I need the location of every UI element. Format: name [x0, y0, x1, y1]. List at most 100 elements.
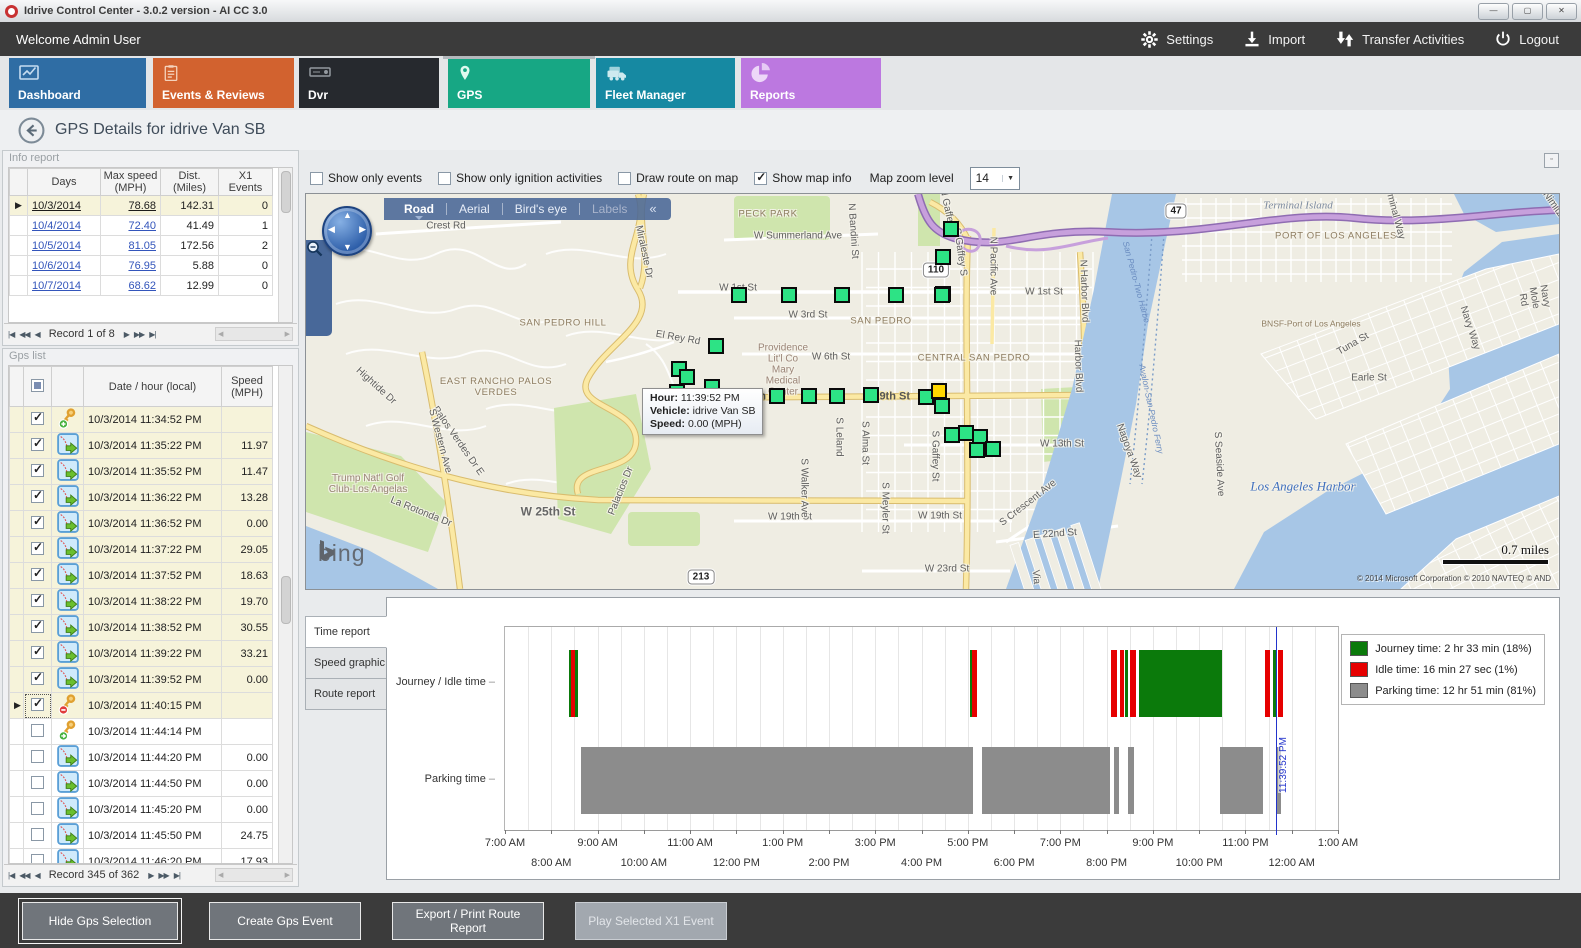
map-compass[interactable]: ▲ ▼ ◀ ▶ [322, 206, 372, 256]
chart-tab-time-report[interactable]: Time report [305, 616, 387, 648]
map-option-1[interactable]: Show only ignition activities [438, 171, 602, 185]
pan-right-icon[interactable]: ▶ [359, 224, 366, 234]
option-checkbox[interactable] [618, 171, 632, 185]
row-checkbox[interactable] [31, 749, 44, 763]
hide-gps-selection-button[interactable]: Hide Gps Selection [22, 901, 178, 940]
row-checkbox[interactable] [31, 696, 44, 711]
checkbox-cell[interactable] [23, 510, 52, 537]
list-item[interactable]: 10/3/2014 11:44:20 PM 0.00 [9, 744, 273, 771]
vehicle-marker[interactable] [888, 287, 904, 303]
checkbox-cell[interactable] [23, 796, 52, 823]
column-header[interactable]: Date / hour (local) [83, 366, 222, 407]
gps-pager-nav-button[interactable]: ◀ [34, 870, 41, 880]
checkbox-cell[interactable] [23, 614, 52, 641]
row-checkbox[interactable] [31, 723, 44, 737]
column-header[interactable]: X1 Events [218, 168, 273, 196]
map-view-road[interactable]: Road [392, 202, 446, 220]
row-checkbox[interactable] [31, 462, 44, 477]
option-checkbox[interactable] [438, 171, 452, 185]
vehicle-marker-selected[interactable] [931, 383, 947, 399]
list-item[interactable]: ▶ 10/3/2014 11:40:15 PM [9, 692, 273, 719]
info-pager-nav-button[interactable]: ◀ [34, 329, 41, 339]
info-pager-nav-button[interactable]: ▶| [149, 329, 156, 339]
vehicle-marker[interactable] [863, 387, 879, 403]
day-link[interactable]: 10/4/2014 [32, 219, 81, 232]
list-item[interactable]: 10/3/2014 11:45:20 PM 0.00 [9, 796, 273, 823]
transfer-button[interactable]: Transfer Activities [1335, 30, 1464, 48]
export-print-route-report-button[interactable]: Export / Print Route Report [392, 901, 544, 940]
vehicle-marker[interactable] [934, 287, 950, 303]
checkbox-cell[interactable] [23, 640, 52, 667]
checkbox-cell[interactable] [23, 406, 52, 433]
gps-pager-nav-button[interactable]: ◀◀ [19, 870, 30, 880]
checkbox-cell[interactable] [23, 692, 52, 719]
logout-button[interactable]: Logout [1494, 30, 1559, 48]
checkbox-cell[interactable] [23, 588, 52, 615]
table-row[interactable]: 10/7/2014 68.62 12.99 0 [9, 275, 273, 296]
vehicle-marker[interactable] [834, 287, 850, 303]
row-checkbox[interactable] [31, 436, 44, 451]
vehicle-marker[interactable] [781, 287, 797, 303]
chart-tab-route-report[interactable]: Route report [305, 678, 387, 710]
create-gps-event-button[interactable]: Create Gps Event [209, 901, 361, 940]
info-pager-nav-button[interactable]: ▶ [123, 329, 130, 339]
info-pager-nav-button[interactable]: ◀◀ [19, 329, 30, 339]
checkbox-cell[interactable] [23, 562, 52, 589]
row-checkbox[interactable] [31, 592, 44, 607]
list-item[interactable]: 10/3/2014 11:44:50 PM 0.00 [9, 770, 273, 797]
checkbox-cell[interactable] [23, 432, 52, 459]
close-button[interactable]: ✕ [1546, 2, 1577, 20]
gps-pager-nav-button[interactable]: ▶| [173, 870, 181, 880]
tab-gps[interactable]: GPS [443, 56, 595, 108]
vehicle-marker[interactable] [935, 249, 951, 265]
checkbox-cell[interactable] [23, 484, 52, 511]
collapse-chevron-icon[interactable]: « [649, 200, 657, 216]
tab-reports[interactable]: Reports [741, 58, 881, 108]
checkbox-cell[interactable] [23, 744, 52, 771]
row-checkbox[interactable] [31, 514, 44, 529]
row-checkbox[interactable] [31, 488, 44, 503]
list-item[interactable]: 10/3/2014 11:36:52 PM0.00 [9, 510, 273, 537]
pan-left-icon[interactable]: ◀ [328, 224, 335, 234]
tab-events[interactable]: Events & Reviews [153, 58, 294, 108]
row-checkbox[interactable] [31, 827, 44, 841]
table-row[interactable]: 10/4/2014 72.40 41.49 1 [9, 215, 273, 236]
column-header[interactable]: Days [27, 168, 101, 196]
pan-up-icon[interactable]: ▲ [343, 210, 352, 220]
info-scrollbar[interactable] [278, 168, 292, 322]
max-speed-link[interactable]: 68.62 [128, 279, 156, 292]
map-view-bird-s-eye[interactable]: Bird's eye [514, 202, 567, 216]
list-item[interactable]: 10/3/2014 11:39:52 PM0.00 [9, 666, 273, 693]
column-header[interactable]: Dist. (Miles) [160, 168, 219, 196]
map-option-0[interactable]: Show only events [310, 171, 422, 185]
day-link[interactable]: 10/7/2014 [32, 279, 81, 292]
max-speed-link[interactable]: 81.05 [128, 239, 156, 252]
table-row[interactable]: ▶ 10/3/2014 78.68 142.31 0 [9, 195, 273, 216]
checkbox-cell[interactable] [23, 770, 52, 797]
checkbox-cell[interactable] [23, 848, 52, 863]
map-view-labels[interactable]: Labels [592, 202, 628, 216]
checkbox-cell[interactable] [23, 718, 52, 745]
map-option-2[interactable]: Draw route on map [618, 171, 738, 185]
vehicle-marker[interactable] [985, 441, 1001, 457]
day-link[interactable]: 10/6/2014 [32, 259, 81, 272]
row-checkbox[interactable] [31, 540, 44, 555]
max-speed-link[interactable]: 76.95 [128, 259, 156, 272]
option-checkbox[interactable] [310, 171, 323, 185]
vehicle-marker[interactable] [969, 442, 985, 458]
map-canvas[interactable]: Crest Rd W Summerland Ave Peck Park Mirales… [305, 193, 1560, 590]
vehicle-marker[interactable] [731, 287, 747, 303]
checkbox-cell[interactable] [23, 536, 52, 563]
checkbox-cell[interactable] [23, 822, 52, 849]
tab-fleet[interactable]: Fleet Manager [596, 58, 735, 108]
vehicle-marker[interactable] [829, 388, 845, 404]
tab-dvr[interactable]: Dvr [299, 58, 439, 108]
row-checkbox[interactable] [31, 566, 44, 581]
option-checkbox[interactable] [754, 170, 768, 185]
tab-dashboard[interactable]: Dashboard [9, 58, 146, 108]
